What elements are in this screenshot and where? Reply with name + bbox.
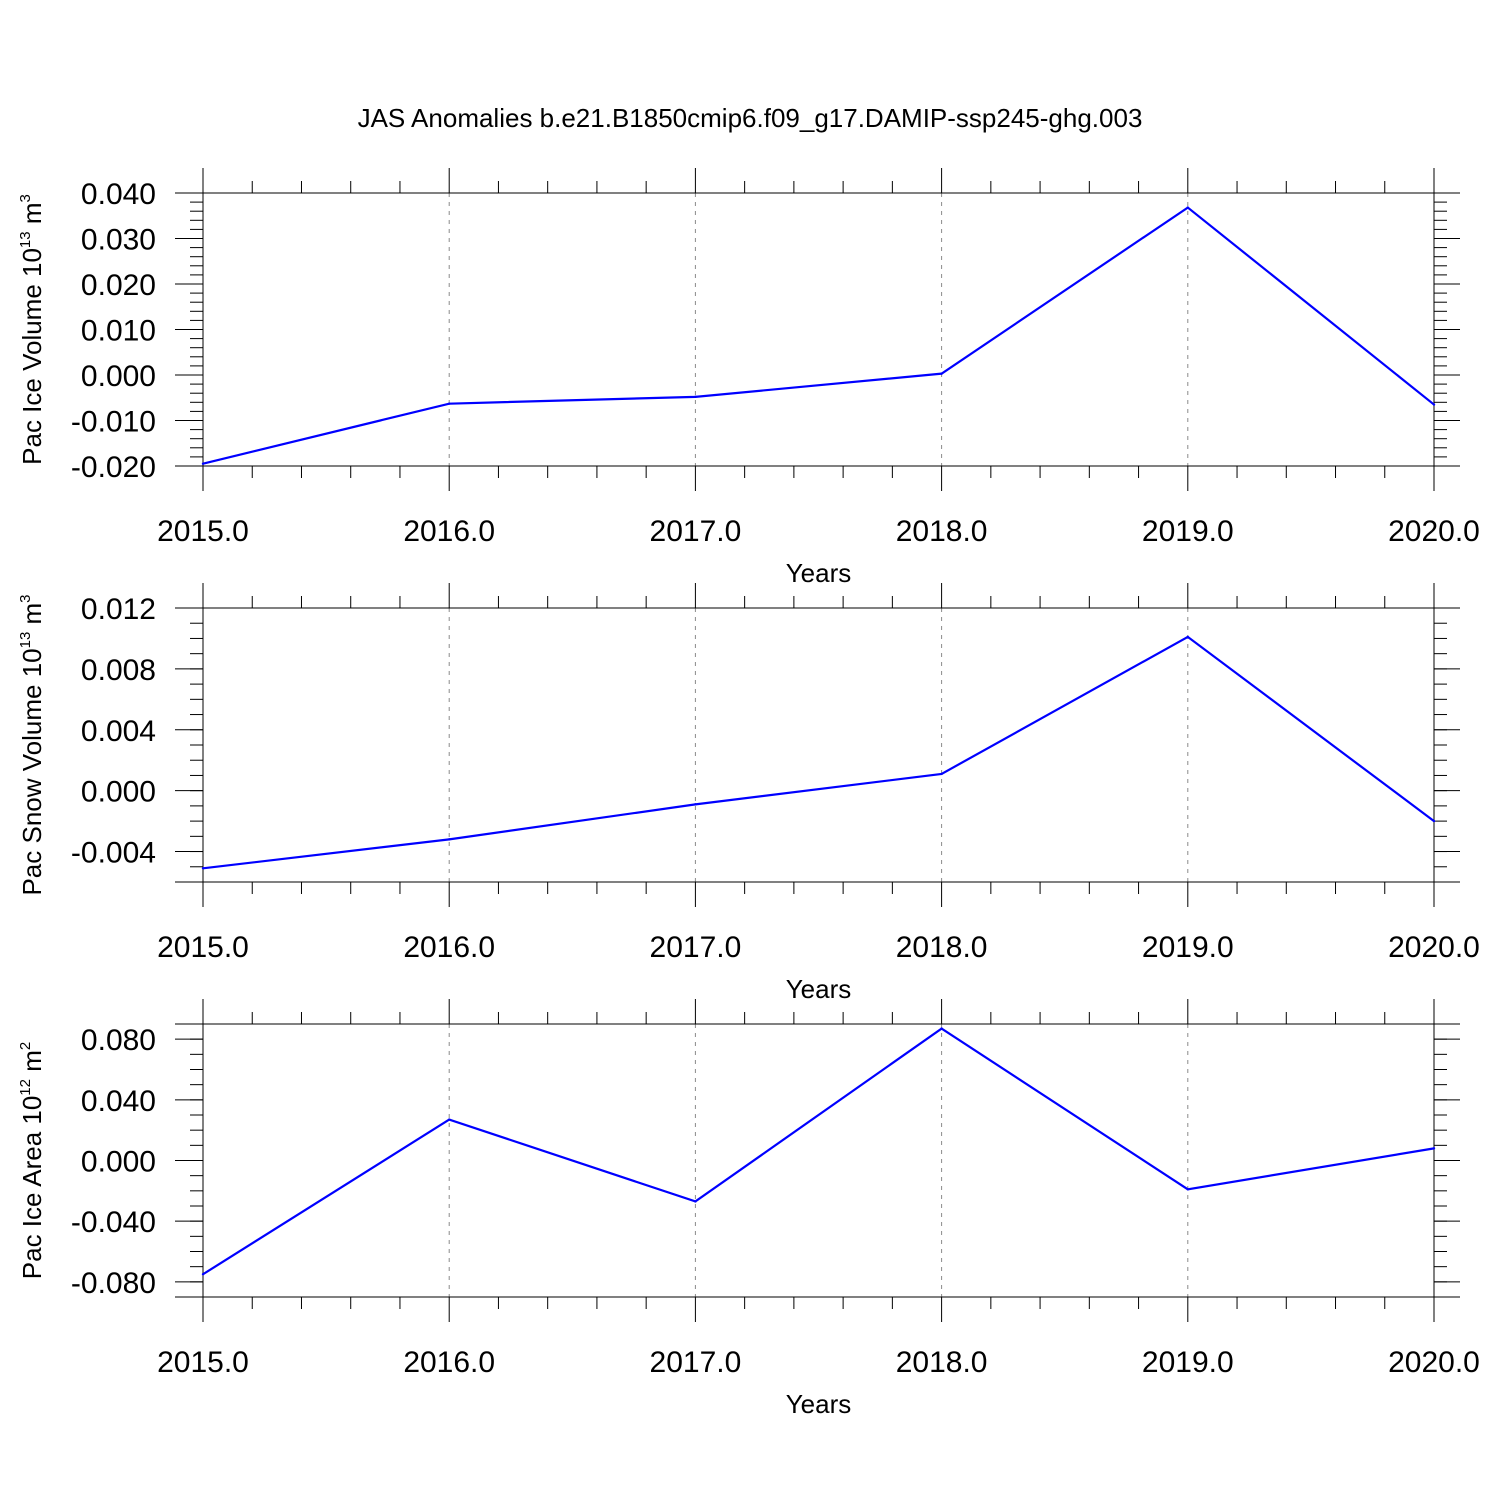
x-tick-label: 2017.0: [650, 515, 742, 548]
x-tick-label: 2019.0: [1142, 515, 1234, 548]
x-tick-label: 2015.0: [157, 1346, 249, 1379]
x-tick-label: 2020.0: [1388, 931, 1480, 964]
x-tick-label: 2018.0: [896, 931, 988, 964]
data-point: [940, 1027, 943, 1030]
y-tick-label: 0.040: [81, 1085, 156, 1118]
data-point: [1186, 1188, 1190, 1191]
y-tick-label: 0.000: [81, 776, 156, 809]
panel-2: -0.004 0.000 0.004 0.008 0.012 2015.0 2016.0 20…: [17, 583, 1480, 1004]
data-point: [694, 395, 697, 399]
x-tick-label: 2018.0: [896, 515, 988, 548]
y-tick-label: -0.040: [71, 1206, 156, 1239]
y-tick-label: 0.020: [81, 269, 156, 302]
chart-title: JAS Anomalies b.e21.B1850cmip6.f09_g17.D…: [357, 103, 1143, 133]
data-point: [1186, 206, 1190, 209]
data-point: [448, 1118, 451, 1121]
x-tick-label: 2015.0: [157, 931, 249, 964]
series-line: [202, 1027, 1435, 1276]
y-tick-label: -0.020: [71, 451, 156, 484]
x-tick-label: 2019.0: [1142, 931, 1234, 964]
y-tick-label: -0.080: [71, 1267, 156, 1300]
data-point: [448, 402, 451, 405]
data-point: [694, 803, 697, 806]
series-line: [202, 206, 1435, 465]
y-tick-label: 0.030: [81, 224, 156, 257]
x-axis-title: Years: [786, 558, 852, 588]
y-tick-label: 0.004: [81, 715, 156, 748]
data-point: [1432, 1147, 1436, 1150]
y-tick-label: 0.008: [81, 654, 156, 687]
x-tick-label: 2016.0: [403, 931, 495, 964]
data-point: [201, 462, 205, 465]
y-tick-label: -0.010: [71, 406, 156, 439]
x-tick-label: 2019.0: [1142, 1346, 1234, 1379]
y-axis-title: Pac Snow Volume 1013 m3: [17, 594, 47, 895]
y-axis-title: Pac Ice Area 1012 m2: [17, 1042, 47, 1279]
y-tick-label: 0.000: [81, 1146, 156, 1179]
data-point: [1186, 635, 1190, 639]
x-tick-label: 2017.0: [650, 931, 742, 964]
y-tick-label: 0.010: [81, 315, 156, 348]
panel-3: -0.080 -0.040 0.000 0.040 0.080 2015.0 2016.0 2…: [17, 999, 1480, 1419]
y-tick-label: 0.000: [81, 360, 156, 393]
x-tick-label: 2020.0: [1388, 515, 1480, 548]
data-point: [694, 1200, 697, 1203]
data-point: [448, 838, 451, 841]
x-tick-label: 2017.0: [650, 1346, 742, 1379]
data-point: [201, 1273, 205, 1276]
data-point: [1432, 403, 1436, 406]
x-tick-label: 2018.0: [896, 1346, 988, 1379]
x-tick-label: 2015.0: [157, 515, 249, 548]
data-point: [940, 372, 943, 375]
y-tick-label: -0.004: [71, 837, 156, 870]
data-point: [1432, 819, 1436, 823]
data-point: [201, 867, 205, 870]
x-axis-title: Years: [786, 974, 852, 1004]
y-axis-title: Pac Ice Volume 1013 m3: [17, 194, 47, 465]
x-tick-label: 2020.0: [1388, 1346, 1480, 1379]
y-tick-label: 0.080: [81, 1024, 156, 1057]
panel-1: -0.020 -0.010 0.000 0.010 0.020 0.030 0.040 201…: [17, 168, 1480, 588]
series-line: [202, 635, 1435, 870]
x-tick-label: 2016.0: [403, 1346, 495, 1379]
y-tick-label: 0.012: [81, 593, 156, 626]
y-tick-label: 0.040: [81, 178, 156, 211]
x-tick-label: 2016.0: [403, 515, 495, 548]
x-axis-title: Years: [786, 1389, 852, 1419]
data-point: [940, 772, 943, 776]
